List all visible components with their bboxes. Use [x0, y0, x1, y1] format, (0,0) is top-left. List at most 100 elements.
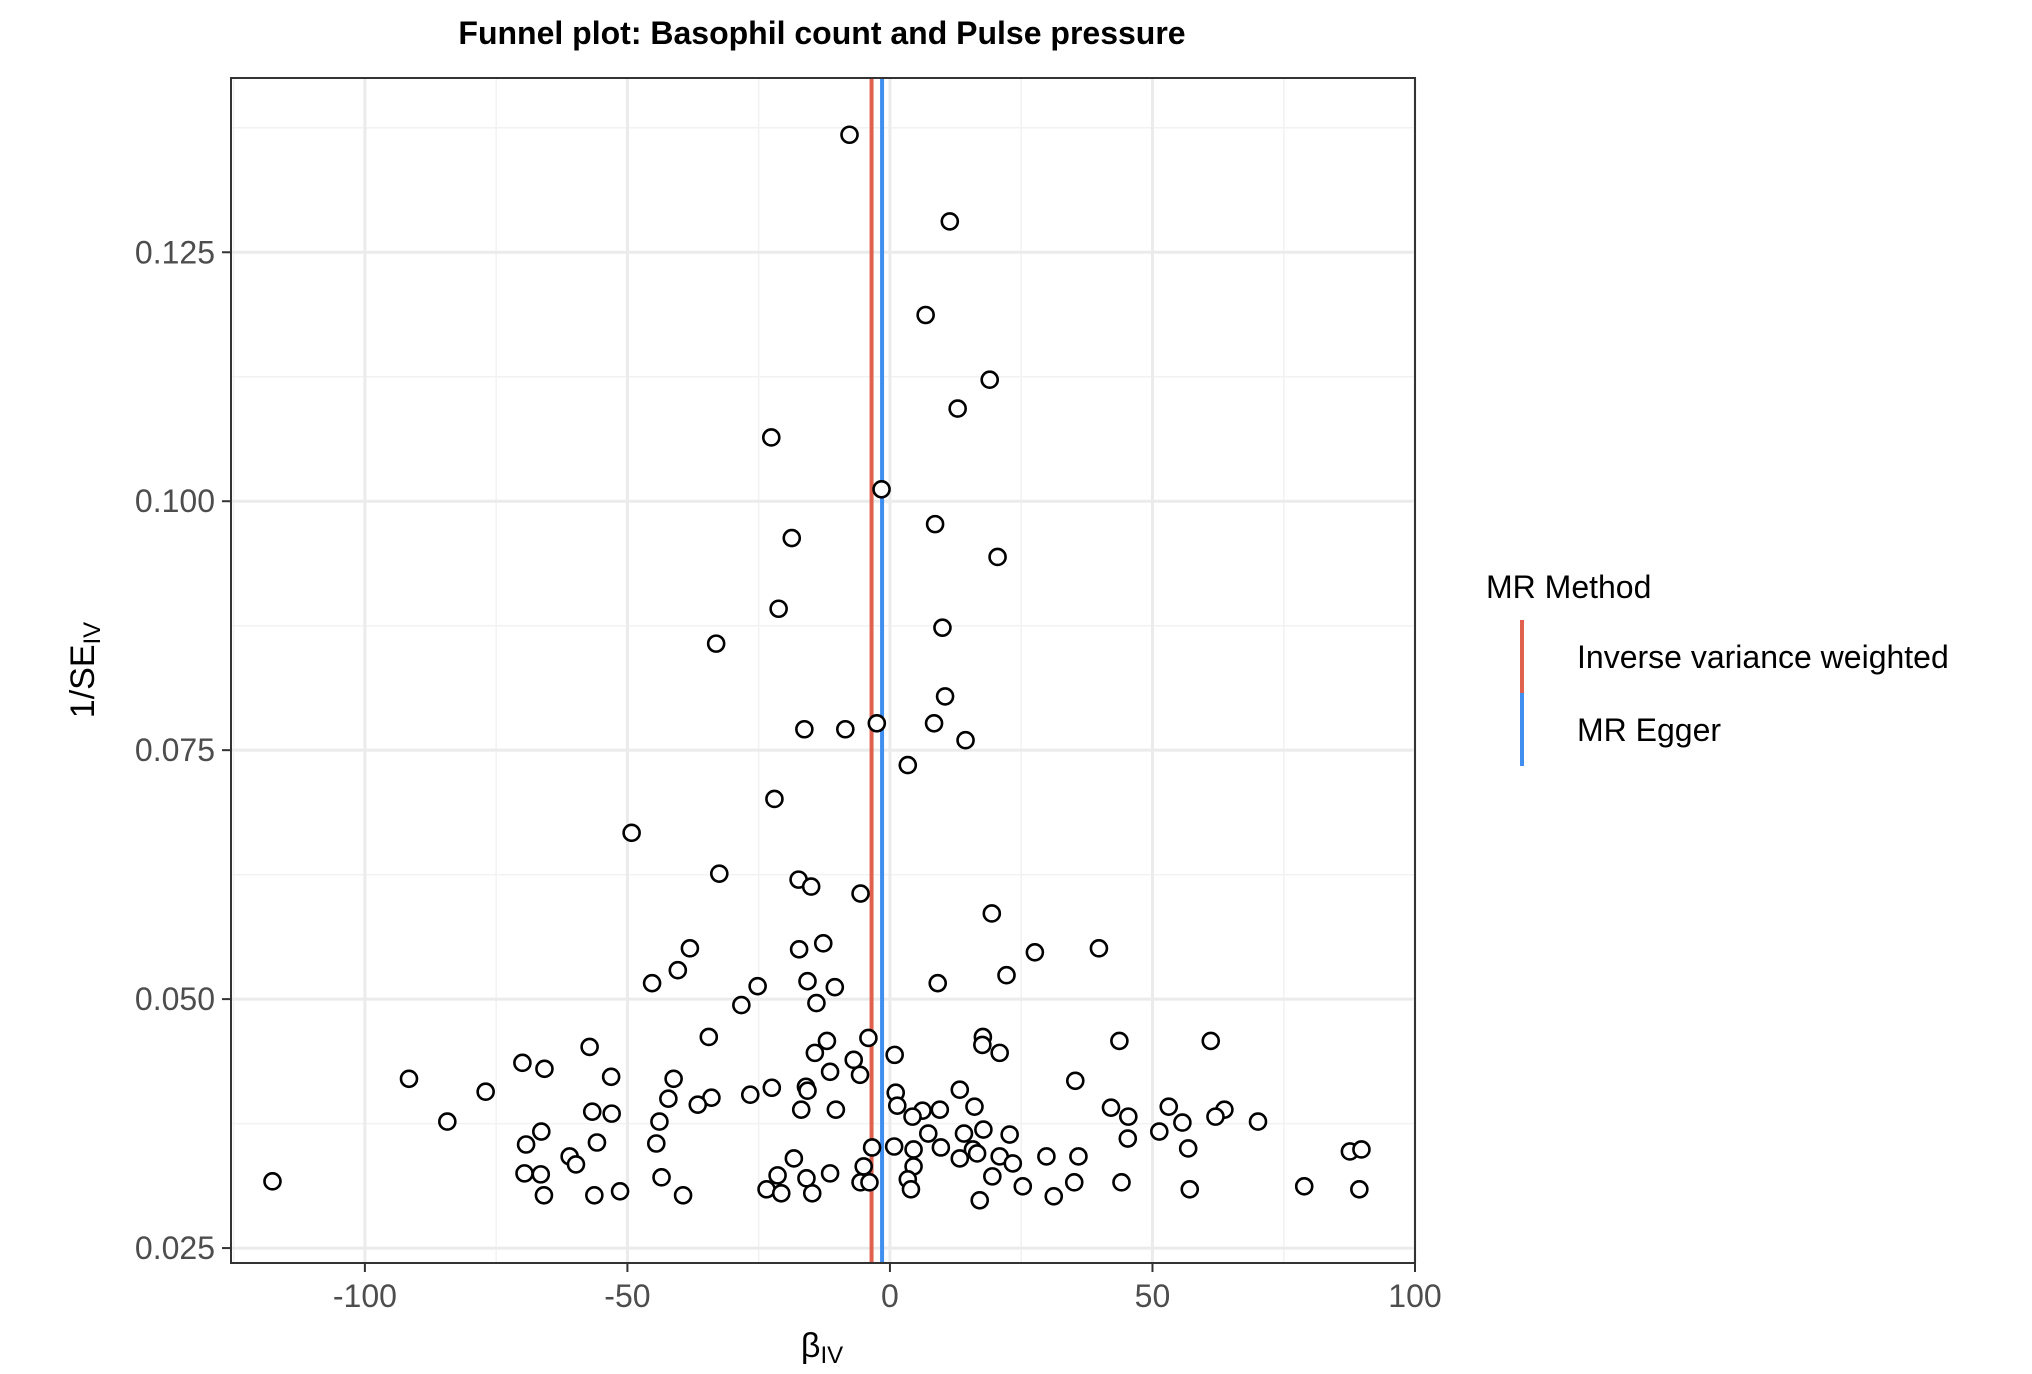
data-point [1119, 1107, 1138, 1126]
data-point [867, 713, 887, 733]
data-point [710, 864, 729, 883]
data-point [782, 528, 802, 548]
data-point [1173, 1113, 1192, 1132]
data-point [916, 305, 935, 325]
data-point [805, 1043, 825, 1063]
data-point [438, 1112, 457, 1131]
data-point [928, 973, 948, 993]
data-point [988, 547, 1007, 567]
data-point [925, 514, 945, 534]
data-point [840, 125, 859, 145]
data-point [659, 1089, 678, 1108]
data-point [622, 823, 641, 843]
x-tick-label: 0 [881, 1278, 899, 1314]
data-point [948, 399, 967, 418]
data-point [1112, 1173, 1131, 1192]
data-point [940, 212, 960, 231]
data-point [740, 1085, 760, 1105]
x-axis: -100 -50 0 50 100 [333, 1263, 1442, 1314]
data-point [706, 634, 726, 653]
data-point [1003, 1154, 1023, 1173]
data-point [898, 755, 918, 775]
data-point [836, 719, 855, 739]
data-point [263, 1172, 282, 1191]
data-point [795, 719, 814, 739]
data-point [650, 1112, 669, 1131]
grid-minor [231, 78, 1415, 1263]
data-point [887, 1096, 907, 1115]
data-point [918, 1124, 938, 1143]
data-point [680, 939, 700, 958]
data-point [1180, 1180, 1200, 1199]
data-point [1000, 1125, 1019, 1144]
data-point [532, 1122, 551, 1141]
data-point [807, 993, 826, 1013]
data-point [399, 1069, 419, 1089]
data-point [1037, 1147, 1056, 1166]
data-point [580, 1037, 599, 1057]
data-point [931, 1138, 951, 1157]
data-point [768, 1166, 787, 1185]
legend-item-mr-egger: MR Egger [1520, 693, 1721, 766]
data-point [762, 1078, 782, 1098]
data-point [673, 1185, 693, 1205]
data-point [903, 1107, 922, 1126]
data-point [885, 1045, 904, 1065]
data-point [859, 1028, 878, 1048]
data-point [668, 960, 688, 980]
data-point [769, 599, 788, 619]
data-point [1110, 1031, 1129, 1051]
data-point [646, 1134, 666, 1153]
data-point [531, 1165, 551, 1184]
data-point [817, 1031, 837, 1051]
data-point [1352, 1140, 1371, 1159]
data-point [748, 976, 767, 996]
data-points [263, 125, 1371, 1210]
data-point [534, 1185, 554, 1205]
data-point [924, 713, 944, 733]
legend-title: MR Method [1486, 569, 1651, 605]
data-point [1013, 1177, 1033, 1196]
data-point [820, 1062, 840, 1082]
data-point [642, 973, 662, 993]
data-point [965, 1097, 984, 1116]
data-point [515, 1164, 534, 1183]
data-point [950, 1080, 970, 1100]
data-point [872, 479, 891, 499]
data-point [476, 1082, 495, 1102]
data-point [970, 1190, 990, 1210]
plot-panel-border [230, 77, 1416, 1264]
data-point [801, 877, 821, 896]
y-tick-label: 0.025 [135, 1230, 215, 1266]
x-tick-label: -50 [604, 1278, 650, 1314]
data-point [1065, 1071, 1085, 1091]
data-point [825, 977, 845, 997]
data-point [797, 1169, 816, 1188]
data-point [1149, 1122, 1169, 1141]
x-tick-label: -100 [333, 1278, 397, 1314]
data-point [1044, 1186, 1064, 1206]
data-point [602, 1104, 621, 1123]
data-point [1248, 1112, 1268, 1131]
data-point [851, 884, 870, 903]
data-point [791, 1100, 811, 1119]
data-point [933, 618, 952, 637]
data-point [983, 1167, 1002, 1186]
y-tick-label: 0.075 [135, 732, 215, 768]
data-point [1069, 1147, 1088, 1166]
data-point [798, 971, 817, 991]
data-point [688, 1095, 708, 1114]
data-point [802, 1183, 822, 1203]
y-tick-label: 0.125 [135, 234, 215, 270]
y-axis-label: 1/SEIV [64, 622, 106, 718]
data-point [850, 1065, 870, 1085]
data-point [798, 1081, 817, 1101]
y-axis: 0.025 0.050 0.075 0.100 0.125 [135, 234, 231, 1266]
data-point [513, 1053, 532, 1073]
data-point [973, 1035, 992, 1055]
x-axis-label-main: β [801, 1327, 821, 1365]
y-tick-label: 0.100 [135, 483, 215, 519]
data-point [982, 904, 1002, 923]
data-point [990, 1043, 1009, 1063]
